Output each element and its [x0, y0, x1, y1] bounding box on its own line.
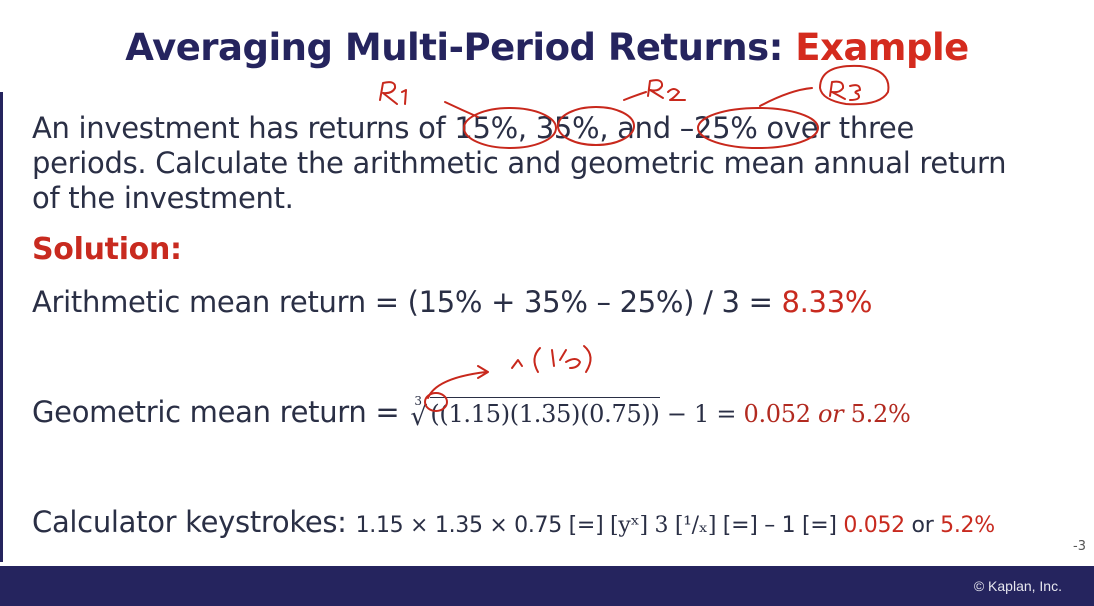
keys-part-2: 3 [647, 513, 675, 538]
calc-result-percent: 5.2% [940, 513, 995, 538]
ink-r3-glyph [829, 80, 861, 101]
cube-root: 3 √ ((1.15)(1.35)(0.75)) [408, 394, 660, 432]
calc-or: or [904, 513, 941, 538]
ink-root-arrow [427, 365, 489, 399]
footer-bar: © Kaplan, Inc. [0, 566, 1094, 606]
geometric-result-decimal: 0.052 [743, 400, 811, 428]
geometric-mean-line: Geometric mean return = 3 √ ((1.15)(1.35… [32, 394, 911, 432]
keys-part-3: [=] – 1 [=] [716, 513, 844, 538]
minus-one: − 1 = [659, 400, 744, 428]
reciprocal-key: [¹/ₓ] [674, 513, 717, 538]
problem-statement: An investment has returns of 15%, 35%, a… [32, 111, 1007, 215]
arithmetic-formula: Arithmetic mean return = (15% + 35% – 25… [32, 285, 782, 319]
arithmetic-result: 8.33% [781, 285, 873, 319]
yx-key: [yˣ] [610, 513, 648, 538]
calculator-keys: 1.15 × 1.35 × 0.75 [=] [yˣ] 3 [¹/ₓ] [=] … [355, 513, 996, 538]
ink-exponent-note [511, 345, 592, 373]
arithmetic-mean-line: Arithmetic mean return = (15% + 35% – 25… [32, 285, 872, 319]
geometric-or: or [810, 400, 851, 428]
slide-title: Averaging Multi-Period Returns: Example [0, 26, 1094, 69]
radical-sign-icon: √ [410, 402, 427, 432]
slide-number: -3 [1073, 539, 1086, 554]
calc-result-decimal: 0.052 [843, 513, 905, 538]
radicand: ((1.15)(1.35)(0.75)) [430, 397, 660, 428]
title-main: Averaging Multi-Period Returns: [125, 26, 796, 69]
ink-r2-line [623, 91, 647, 101]
ink-r3-line [759, 87, 813, 107]
calculator-line: Calculator keystrokes: 1.15 × 1.35 × 0.7… [32, 505, 995, 539]
root-index: 3 [414, 394, 422, 408]
calculator-label: Calculator keystrokes: [32, 505, 356, 539]
ink-r3-circle [819, 64, 890, 106]
ink-r2-glyph [647, 79, 686, 101]
left-accent-rule [0, 92, 3, 562]
keys-part-1: 1.15 × 1.35 × 0.75 [=] [355, 513, 611, 538]
title-accent: Example [795, 26, 969, 69]
copyright-text: © Kaplan, Inc. [973, 578, 1062, 594]
ink-r1-glyph [379, 81, 407, 105]
solution-label: Solution: [32, 232, 182, 267]
geometric-label: Geometric mean return = [32, 395, 409, 429]
geometric-result-percent: 5.2% [850, 400, 911, 428]
geometric-formula: 3 √ ((1.15)(1.35)(0.75)) − 1 = 0.052 or … [408, 394, 911, 432]
